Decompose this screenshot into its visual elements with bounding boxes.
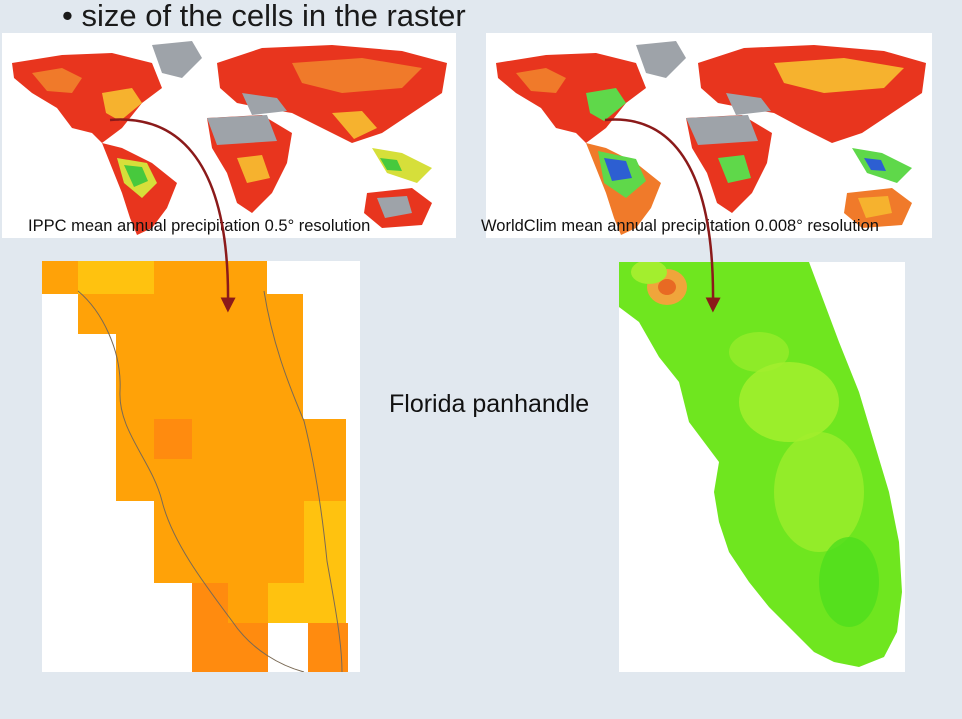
florida-coarse-raster-graphic [42, 261, 348, 672]
florida-fine-raster-graphic [619, 262, 902, 667]
ipcc-world-map-graphic [12, 41, 447, 235]
greenland-landmass [636, 41, 686, 78]
greenland-landmass [152, 41, 202, 78]
ipcc-map-caption: IPPC mean annual precipitation 0.5° reso… [28, 217, 371, 235]
florida-fine-raster [619, 262, 905, 672]
worldclim-map-caption: WorldClim mean annual precipitation 0.00… [481, 217, 879, 235]
bullet-heading: • size of the cells in the raster [62, 0, 466, 33]
north-america-landmass [12, 53, 162, 143]
florida-coastline [77, 290, 343, 672]
ipcc-world-map [2, 33, 456, 238]
north-america-landmass [496, 53, 646, 143]
florida-coarse-raster [42, 261, 360, 672]
florida-panhandle-label: Florida panhandle [389, 390, 590, 418]
worldclim-world-map [486, 33, 932, 238]
worldclim-world-map-graphic [496, 41, 926, 235]
